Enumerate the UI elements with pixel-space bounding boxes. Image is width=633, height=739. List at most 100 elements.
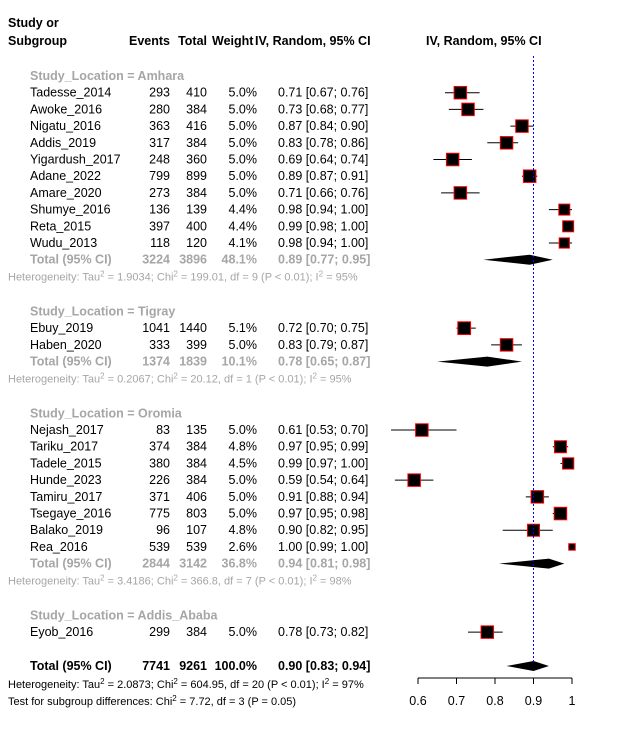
weight-value: 5.0% <box>229 153 258 167</box>
subgroup-label: Study_Location = Amhara <box>30 69 185 83</box>
total-value: 400 <box>186 219 207 233</box>
events-value: 226 <box>149 473 170 487</box>
superscript: 2 <box>325 677 330 686</box>
heterogeneity-part: = 1.9034; Chi <box>105 271 174 283</box>
events-value: 248 <box>149 153 170 167</box>
weight-value: 10.1% <box>222 355 257 369</box>
heterogeneity-part: = 95% <box>323 271 358 283</box>
weight-value: 4.8% <box>229 523 258 537</box>
heterogeneity-part: = 98% <box>317 575 352 587</box>
events-value: 799 <box>149 169 170 183</box>
weight-value: 36.8% <box>222 557 257 571</box>
study-name: Total (95% CI) <box>30 557 112 571</box>
ci-value: 0.89 [0.77; 0.95] <box>278 253 370 267</box>
ci-value: 0.71 [0.67; 0.76] <box>278 86 368 100</box>
weight-value: 4.4% <box>229 203 258 217</box>
header-ci: IV, Random, 95% CI <box>255 34 371 48</box>
events-value: 775 <box>149 507 170 521</box>
subgroup-test-part: = 7.72, df = 3 (P = 0.05) <box>177 696 296 708</box>
events-value: 539 <box>149 540 170 554</box>
header-plot: IV, Random, 95% CI <box>426 34 542 48</box>
events-value: 317 <box>149 136 170 150</box>
study-square <box>527 523 540 537</box>
ci-value: 0.89 [0.87; 0.91] <box>278 169 368 183</box>
events-value: 7741 <box>142 659 170 673</box>
total-value: 135 <box>186 423 207 437</box>
heterogeneity-part: Heterogeneity: Tau <box>8 575 100 587</box>
events-value: 363 <box>149 119 170 133</box>
weight-value: 48.1% <box>222 253 257 267</box>
ci-value: 1.00 [0.99; 1.00] <box>278 540 368 554</box>
subgroup-label: Study_Location = Oromia <box>30 406 183 420</box>
ci-value: 0.73 [0.68; 0.77] <box>278 102 368 116</box>
weight-value: 100.0% <box>215 659 257 673</box>
total-value: 3896 <box>179 253 207 267</box>
x-tick-label: 0.6 <box>409 694 426 708</box>
total-value: 360 <box>186 153 207 167</box>
heterogeneity-part: = 199.01, df = 9 (P < 0.01); I <box>178 271 319 283</box>
total-value: 3142 <box>179 557 207 571</box>
heterogeneity-part: = 3.4186; Chi <box>105 575 174 587</box>
study-name: Addis_2019 <box>30 136 96 150</box>
ci-value: 0.78 [0.73; 0.82] <box>278 625 368 639</box>
study-square <box>499 136 514 150</box>
ci-value: 0.72 [0.70; 0.75] <box>278 321 368 335</box>
ci-value: 0.59 [0.54; 0.64] <box>278 473 368 487</box>
events-value: 273 <box>149 186 170 200</box>
study-name: Rea_2016 <box>30 540 88 554</box>
total-value: 120 <box>186 236 207 250</box>
study-name: Tamiru_2017 <box>30 490 102 504</box>
study-square <box>453 186 468 200</box>
total-value: 139 <box>186 203 207 217</box>
events-value: 2844 <box>142 557 170 571</box>
weight-value: 5.0% <box>229 507 258 521</box>
study-square <box>562 457 575 470</box>
study-square <box>553 506 568 521</box>
events-value: 280 <box>149 102 170 116</box>
study-name: Nejash_2017 <box>30 423 104 437</box>
study-name: Nigatu_2016 <box>30 119 101 133</box>
heterogeneity-part: Heterogeneity: Tau <box>8 373 100 385</box>
heterogeneity-text: Heterogeneity: Tau2 = 2.0873; Chi2 = 604… <box>8 677 364 691</box>
pooled-diamond <box>498 558 565 569</box>
study-name: Ebuy_2019 <box>30 321 93 335</box>
study-square <box>457 321 472 336</box>
heterogeneity-part: = 95% <box>317 373 352 385</box>
events-value: 118 <box>150 236 170 250</box>
study-square <box>445 152 460 167</box>
study-name: Total (95% CI) <box>30 659 112 673</box>
study-name: Total (95% CI) <box>30 355 112 369</box>
pooled-diamond <box>437 356 522 367</box>
ci-value: 0.69 [0.64; 0.74] <box>278 153 368 167</box>
total-value: 384 <box>186 136 207 150</box>
study-name: Amare_2020 <box>30 186 102 200</box>
total-value: 9261 <box>179 659 207 673</box>
superscript: 2 <box>173 677 178 686</box>
ci-value: 0.99 [0.97; 1.00] <box>278 456 368 470</box>
heterogeneity-part: = 20.12, df = 1 (P < 0.01); I <box>178 373 313 385</box>
events-value: 3224 <box>142 253 170 267</box>
events-value: 96 <box>156 523 170 537</box>
study-name: Haben_2020 <box>30 338 102 352</box>
weight-value: 4.5% <box>229 456 258 470</box>
study-square <box>453 85 468 100</box>
subgroup-label: Study_Location = Addis_Ababa <box>30 608 218 622</box>
study-name: Awoke_2016 <box>30 102 102 116</box>
weight-value: 5.0% <box>229 490 258 504</box>
study-name: Tariku_2017 <box>30 440 98 454</box>
weight-value: 5.0% <box>229 338 258 352</box>
superscript: 2 <box>173 371 178 380</box>
superscript: 2 <box>319 269 324 278</box>
events-value: 83 <box>156 423 170 437</box>
pooled-diamond <box>506 661 549 671</box>
superscript: 2 <box>173 573 178 582</box>
events-value: 299 <box>149 625 170 639</box>
ci-value: 0.90 [0.83; 0.94] <box>278 659 370 673</box>
x-tick-label: 0.9 <box>525 694 542 708</box>
ci-value: 0.99 [0.98; 1.00] <box>278 219 368 233</box>
total-value: 410 <box>186 86 207 100</box>
total-value: 539 <box>186 540 207 554</box>
header-events: Events <box>129 34 170 48</box>
study-square <box>553 440 567 454</box>
